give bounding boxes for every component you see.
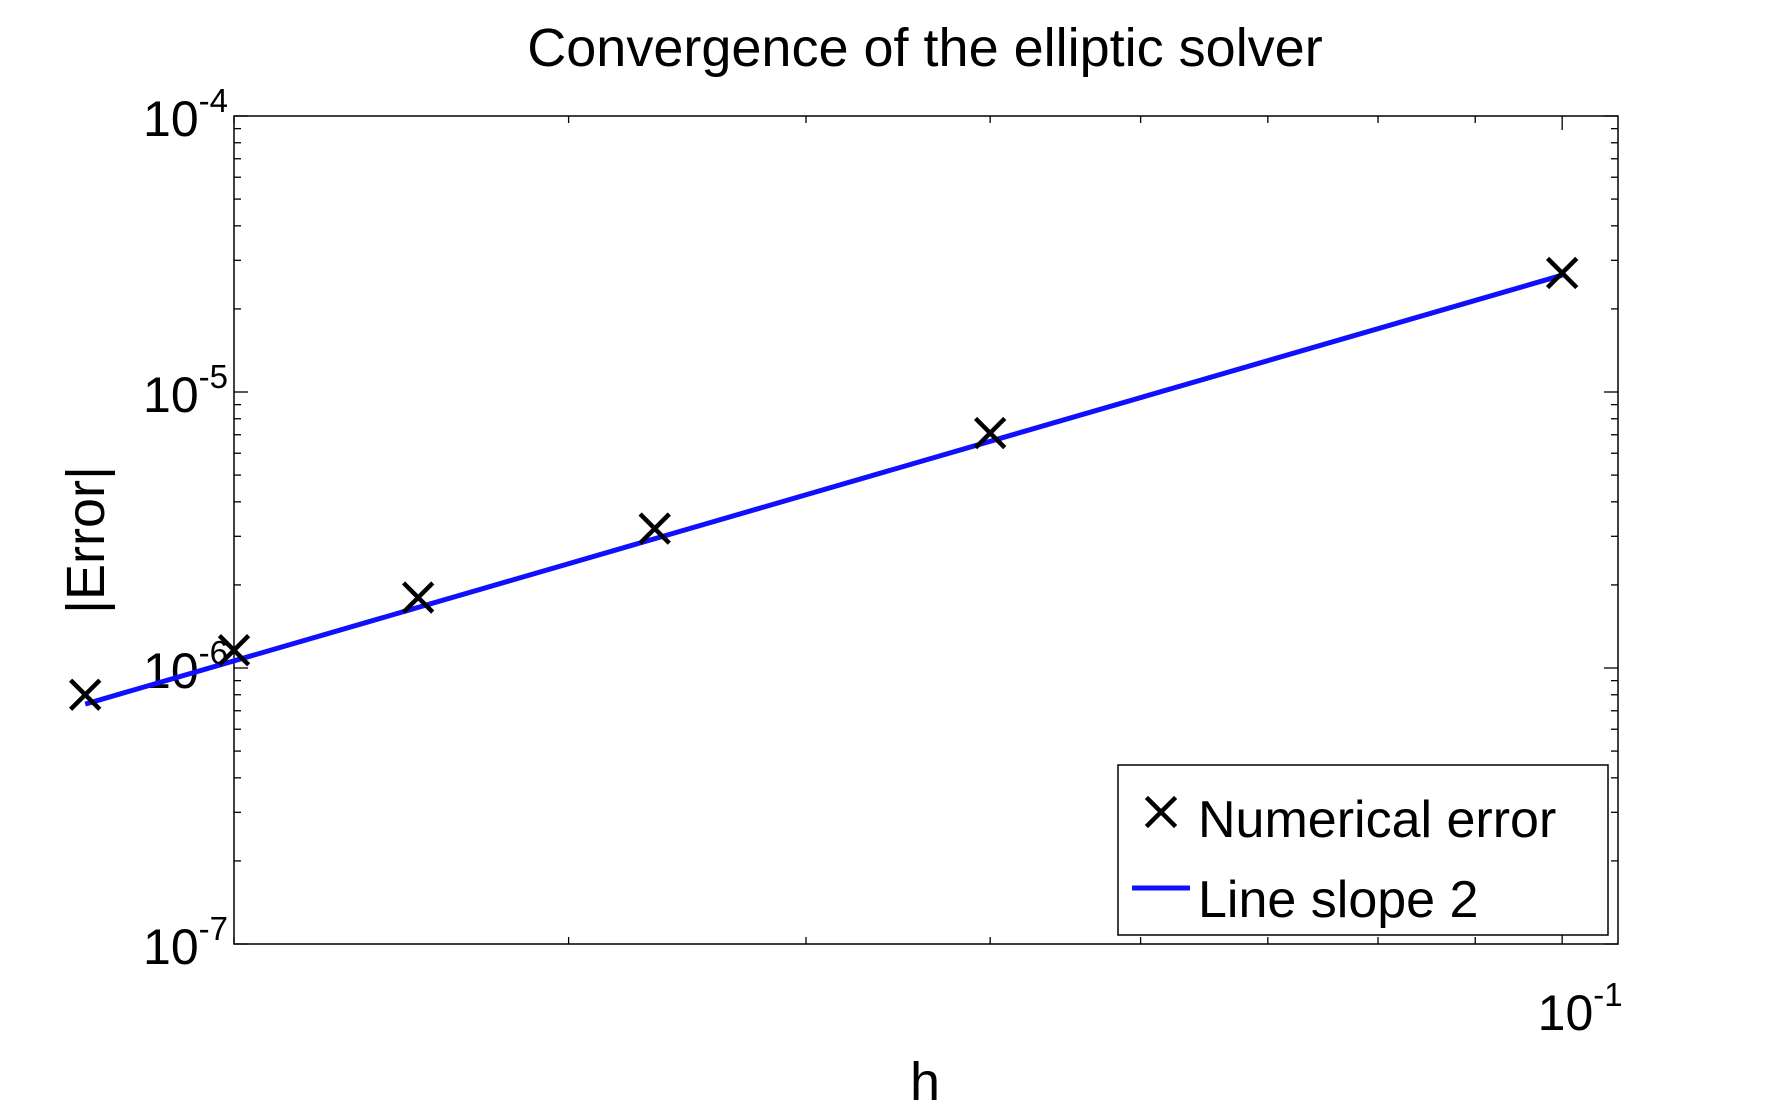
- y-tick-label: 10-4: [143, 82, 228, 147]
- marker-stroke: [401, 581, 435, 614]
- legend: Numerical error Line slope 2: [1117, 764, 1609, 936]
- data-point-numerical-error: [973, 416, 1007, 450]
- x-tick-label: 10-1: [1538, 976, 1623, 1041]
- axis-ticks: [233, 115, 1618, 945]
- x-tick-labels: 10-1: [1538, 976, 1623, 1041]
- marker-stroke: [69, 678, 102, 711]
- marker-stroke: [1545, 256, 1579, 290]
- series-layer: [69, 256, 1579, 711]
- legend-marker-numerical-error: [1144, 795, 1178, 829]
- y-tick-label: 10-7: [143, 910, 228, 975]
- x-axis-label: h: [910, 1052, 940, 1110]
- legend-label-numerical-error: Numerical error: [1198, 791, 1556, 849]
- marker-stroke: [638, 512, 671, 545]
- marker-stroke: [217, 634, 251, 667]
- data-point-numerical-error: [69, 678, 102, 711]
- y-tick-labels: 10-710-610-510-4: [143, 82, 228, 975]
- data-point-numerical-error: [401, 581, 435, 614]
- legend-box: [1117, 764, 1609, 936]
- data-point-numerical-error: [217, 634, 251, 667]
- marker-stroke: [1144, 795, 1178, 829]
- data-point-numerical-error: [1545, 256, 1579, 290]
- marker-stroke: [973, 416, 1007, 450]
- legend-label-line-slope-2: Line slope 2: [1198, 871, 1478, 929]
- chart-title: Convergence of the elliptic solver: [527, 18, 1322, 78]
- legend-x-icon: [1144, 795, 1178, 829]
- series-line-slope-2: [84, 272, 1563, 707]
- y-axis-label: |Error|: [56, 466, 116, 614]
- y-tick-label: 10-5: [143, 358, 228, 423]
- data-point-numerical-error: [638, 512, 671, 545]
